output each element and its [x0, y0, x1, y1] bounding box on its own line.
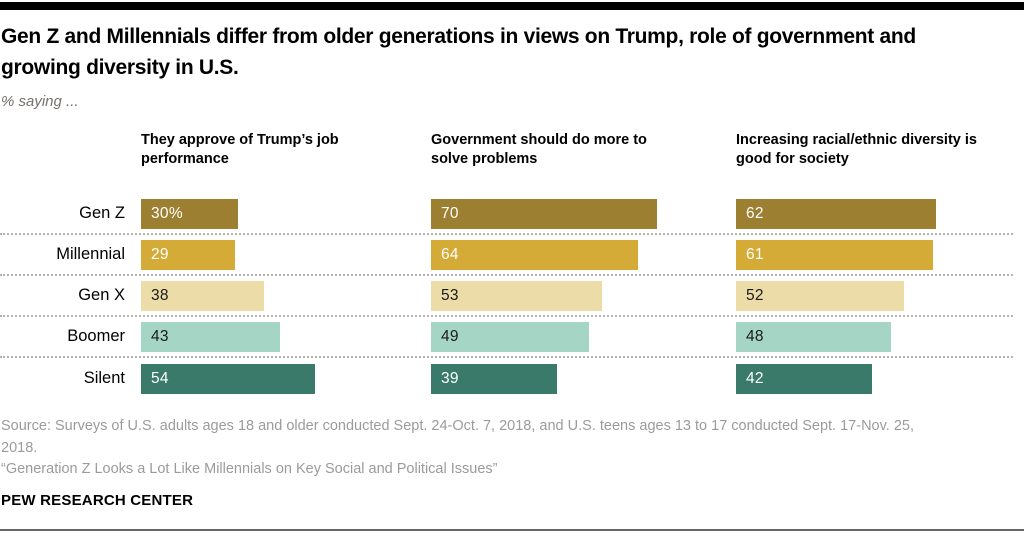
- row-label: Silent: [83, 369, 125, 387]
- chart-row: Gen X 38 53 52: [0, 276, 1013, 317]
- bar-cell: 30%: [141, 198, 431, 229]
- bar-value: 54: [151, 369, 169, 387]
- bar-cell: 53: [431, 280, 736, 311]
- bar-value: 52: [746, 286, 764, 304]
- bar-value: 49: [441, 327, 459, 345]
- bar: 70: [431, 198, 657, 229]
- top-accent-bar: [0, 2, 1024, 10]
- row-label: Millennial: [56, 245, 125, 263]
- bar: 64: [431, 239, 638, 270]
- chart-row: Boomer 43 49 48: [0, 317, 1013, 358]
- bar-value: 53: [441, 286, 459, 304]
- bar: 53: [431, 280, 602, 311]
- row-label: Boomer: [67, 327, 125, 345]
- bar-value: 48: [746, 327, 764, 345]
- bar: 38: [141, 280, 264, 311]
- page-title: Gen Z and Millennials differ from older …: [1, 25, 916, 79]
- bar-cell: 38: [141, 280, 431, 311]
- bar-cell: 61: [736, 239, 1013, 270]
- bar-cell: 62: [736, 198, 1013, 229]
- bar-cell: 39: [431, 363, 736, 394]
- bar: 29: [141, 239, 235, 270]
- bar-value: 62: [746, 204, 764, 222]
- row-label: Gen Z: [79, 204, 125, 222]
- source-line-2: 2018.: [1, 439, 38, 456]
- bar-cell: 64: [431, 239, 736, 270]
- bar-value: 70: [441, 204, 459, 222]
- header-spacer: [0, 131, 141, 169]
- bar-cell: 43: [141, 321, 431, 352]
- bar: 30%: [141, 198, 238, 229]
- bar-value: 42: [746, 369, 764, 387]
- chart-subtitle: % saying ...: [1, 93, 79, 110]
- bar-cell: 48: [736, 321, 1013, 352]
- bar: 61: [736, 239, 933, 270]
- column-headers: They approve of Trump’s job performance …: [0, 131, 1013, 169]
- bar: 49: [431, 321, 589, 352]
- column-header-government: Government should do more to solve probl…: [431, 132, 647, 167]
- bar-cell: 52: [736, 280, 1013, 311]
- bar-value: 43: [151, 327, 169, 345]
- bar-value: 64: [441, 245, 459, 263]
- bar-cell: 49: [431, 321, 736, 352]
- bottom-divider: [0, 529, 1024, 531]
- bar: 62: [736, 198, 936, 229]
- chart-row: Silent 54 39 42: [0, 358, 1013, 399]
- bar-value: 39: [441, 369, 459, 387]
- bar: 54: [141, 363, 315, 394]
- bar-cell: 29: [141, 239, 431, 270]
- bar-cell: 70: [431, 198, 736, 229]
- bar: 52: [736, 280, 904, 311]
- source-text: Source: Surveys of U.S. adults ages 18 a…: [1, 416, 1016, 481]
- bar-value: 38: [151, 286, 169, 304]
- chart-row: Millennial 29 64 61: [0, 235, 1013, 276]
- bar: 42: [736, 363, 872, 394]
- chart-rows: Gen Z 30% 70 62 Millennial 29 64 61 Gen X 38 53 52 B…: [0, 194, 1013, 399]
- row-label: Gen X: [78, 286, 125, 304]
- source-line-1: Source: Surveys of U.S. adults ages 18 a…: [1, 418, 914, 434]
- bar: 48: [736, 321, 891, 352]
- bar-value: 29: [151, 245, 169, 263]
- bar-cell: 54: [141, 363, 431, 394]
- column-header-trump-approval: They approve of Trump’s job performance: [141, 132, 339, 167]
- column-header-diversity: Increasing racial/ethnic diversity is go…: [736, 132, 977, 167]
- chart-row: Gen Z 30% 70 62: [0, 194, 1013, 235]
- bar: 39: [431, 363, 557, 394]
- brand-pew-research-center: PEW RESEARCH CENTER: [1, 491, 194, 509]
- bar-value: 30%: [151, 204, 183, 222]
- study-title: “Generation Z Looks a Lot Like Millennia…: [1, 461, 498, 477]
- bar-value: 61: [746, 245, 764, 263]
- bar-cell: 42: [736, 363, 1013, 394]
- bar: 43: [141, 321, 280, 352]
